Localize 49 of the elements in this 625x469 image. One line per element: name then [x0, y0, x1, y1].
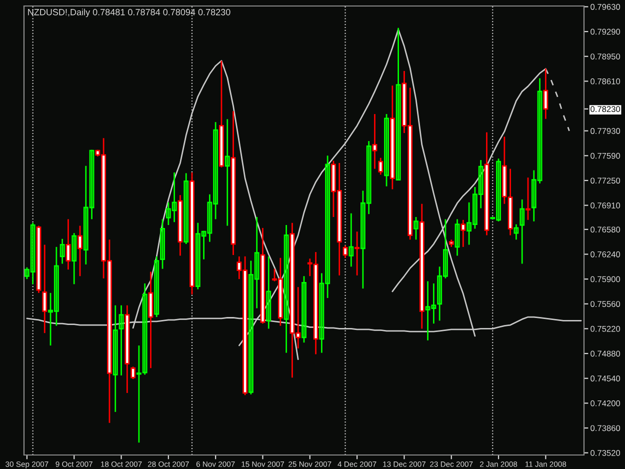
- candlestick: [372, 113, 378, 170]
- y-tick-label: 0.73520: [590, 450, 620, 456]
- candlestick: [354, 230, 360, 276]
- y-tick-label: 0.77590: [590, 152, 620, 159]
- candlestick: [396, 27, 401, 182]
- y-tick-label: 0.75220: [590, 326, 620, 332]
- y-tick-label: 0.76240: [590, 251, 620, 258]
- y-tick-label: 0.75560: [590, 301, 620, 307]
- y-tick-label: 0.78610: [590, 78, 620, 84]
- y-tick-label: 0.79290: [590, 28, 620, 35]
- y-tick-label: 0.77250: [590, 178, 620, 184]
- y-tick-label: 0.79630: [590, 4, 620, 10]
- candlestick: [302, 275, 306, 344]
- candlestick: [384, 113, 389, 188]
- candlestick: [130, 366, 136, 380]
- y-tick-label: 0.73860: [590, 425, 620, 432]
- candlestick: [526, 176, 530, 221]
- candlestick: [118, 304, 124, 376]
- y-tick-label: 0.74540: [590, 376, 620, 382]
- candlestick: [112, 304, 118, 413]
- candlestick: [520, 198, 525, 264]
- y-tick-label: 0.78950: [590, 54, 620, 60]
- chart-title: NZDUSD!,Daily 0.78481 0.78784 0.78094 0.78230: [28, 8, 230, 18]
- y-tick-label: 0.77930: [590, 128, 620, 134]
- y-tick-label: 0.74880: [590, 350, 620, 357]
- candlestick: [460, 219, 466, 248]
- candlestick: [72, 232, 77, 285]
- candlestick: [42, 244, 48, 334]
- candlestick: [543, 68, 548, 120]
- y-tick-label: 0.76580: [590, 226, 620, 233]
- y-tick-label: 0.74200: [590, 400, 620, 406]
- candlestick: [414, 216, 418, 240]
- candlestick: [348, 212, 354, 268]
- candlestick: [514, 224, 519, 240]
- candlestick: [378, 157, 384, 176]
- y-tick-label: 0.75900: [590, 276, 620, 282]
- candlestick: [342, 244, 348, 259]
- candlestick: [160, 218, 165, 270]
- candlestick: [60, 238, 65, 264]
- candlestick: [284, 224, 289, 354]
- candlestick: [66, 218, 71, 270]
- y-tick-label: 0.78230: [590, 106, 620, 112]
- candlestick: [224, 118, 230, 226]
- candlestick: [78, 225, 82, 277]
- candlestick: [184, 172, 189, 245]
- candlestick: [266, 256, 272, 330]
- candlestick: [454, 218, 460, 256]
- y-tick-label: 0.76910: [590, 202, 620, 208]
- candlestick: [154, 256, 160, 318]
